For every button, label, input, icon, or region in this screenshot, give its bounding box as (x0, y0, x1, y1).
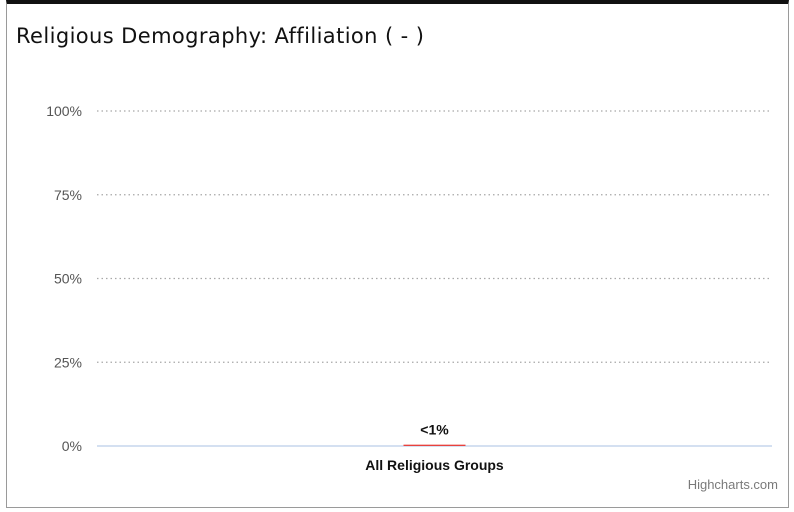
highcharts-credit-link[interactable]: Highcharts.com (687, 477, 778, 492)
y-tick-label: 50% (54, 271, 82, 287)
bar (403, 444, 466, 446)
chart-title: Religious Demography: Affiliation ( - ) (16, 24, 425, 48)
y-tick-label: 75% (54, 187, 82, 203)
y-tick-label: 100% (46, 103, 82, 119)
y-tick-label: 0% (62, 438, 82, 454)
x-category-label: All Religious Groups (365, 457, 504, 473)
bar-data-label: <1% (420, 422, 449, 438)
chart-frame (6, 0, 789, 508)
y-tick-label: 25% (54, 354, 82, 370)
